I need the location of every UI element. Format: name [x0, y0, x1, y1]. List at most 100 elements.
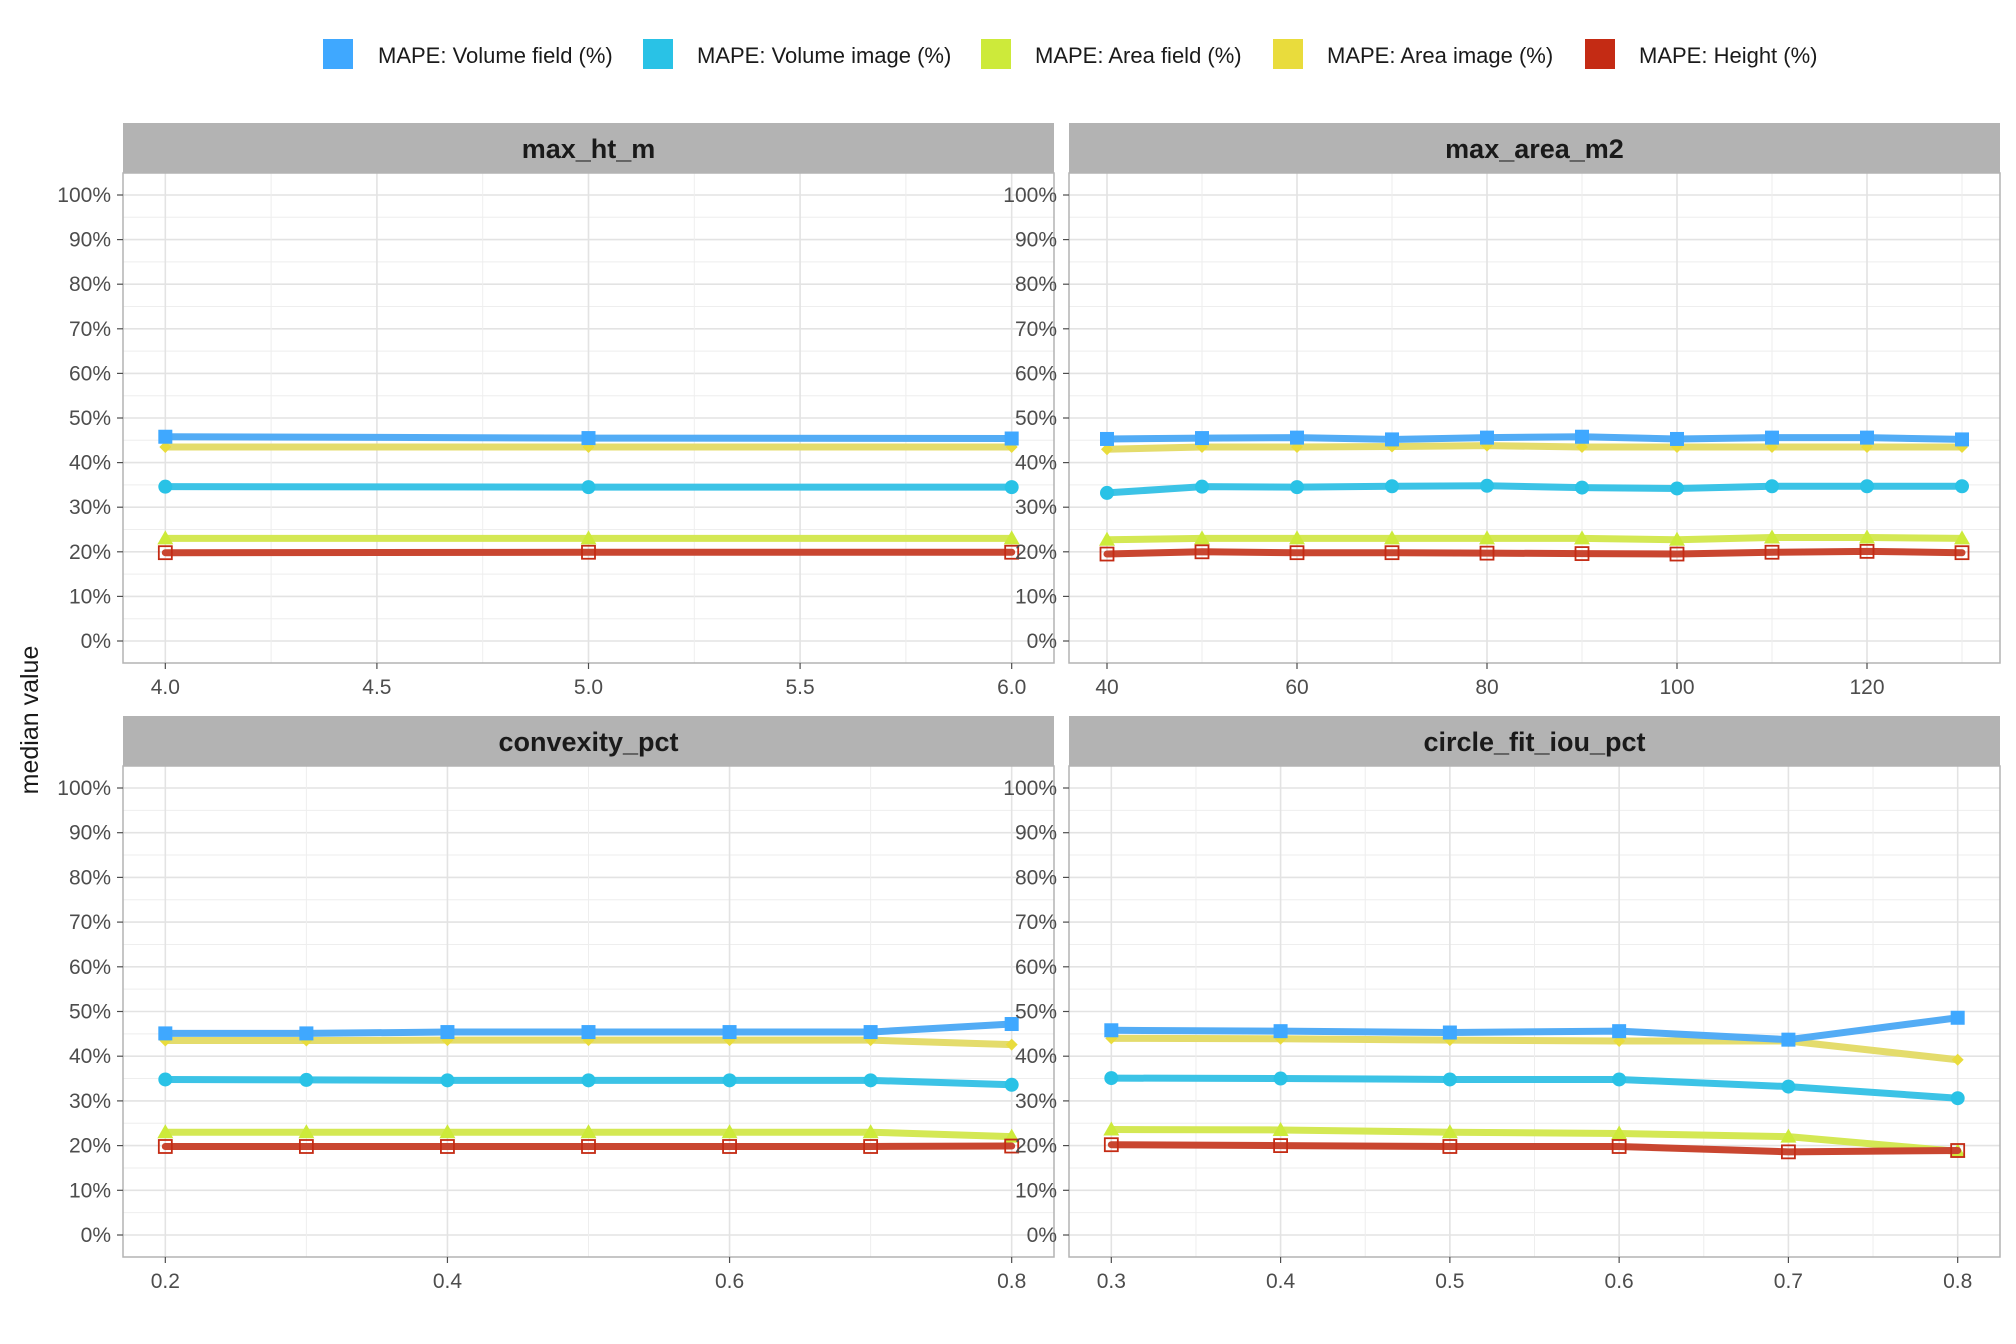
data-point [581, 1139, 596, 1154]
data-point [1384, 545, 1400, 561]
data-point [1860, 430, 1874, 445]
data-point [1005, 1038, 1018, 1051]
data-point [581, 1025, 596, 1040]
data-point [863, 1073, 878, 1088]
legend-item-height: MAPE: Height (%) [1585, 39, 1818, 69]
data-point [157, 530, 174, 545]
x-tick-label: 4.0 [151, 676, 180, 699]
y-tick-label: 70% [69, 911, 111, 934]
panel-strip [123, 716, 1054, 766]
data-point [1194, 544, 1210, 560]
data-point [1954, 545, 1970, 561]
legend-label: MAPE: Area image (%) [1327, 43, 1553, 68]
y-tick-label: 90% [69, 229, 111, 252]
data-point [581, 431, 596, 446]
data-point [158, 1026, 173, 1041]
data-point [1099, 531, 1115, 546]
data-point [157, 545, 173, 561]
y-tick-label: 10% [69, 1179, 111, 1202]
x-tick-label: 0.4 [1266, 1270, 1296, 1293]
data-point [1272, 1121, 1289, 1136]
data-point [1099, 546, 1115, 562]
data-point [1669, 546, 1685, 562]
data-point [440, 1073, 455, 1088]
grid [123, 766, 1054, 1257]
series-vol-image [158, 479, 1019, 495]
x-tick-label: 0.8 [997, 1270, 1026, 1293]
legend-key-vol-image [643, 39, 673, 69]
x-tick-label: 5.5 [785, 676, 814, 699]
x-tick-label: 80 [1475, 676, 1498, 699]
series-vol-field [158, 1017, 1019, 1041]
data-point [1669, 531, 1685, 546]
data-point [158, 1072, 173, 1087]
data-point [1575, 480, 1589, 495]
series-line [1107, 1074, 1962, 1102]
data-point [1004, 1077, 1019, 1092]
data-point [1574, 530, 1590, 545]
y-tick-label: 60% [69, 362, 111, 385]
data-point [1781, 1079, 1796, 1094]
data-point [1950, 1091, 1965, 1106]
y-tick-label: 40% [69, 1045, 111, 1068]
series-vol-field [158, 429, 1019, 446]
x-tick-label: 40 [1095, 676, 1118, 699]
y-tick-label: 60% [1015, 362, 1057, 385]
panel-title: max_ht_m [522, 134, 656, 164]
y-tick-label: 30% [69, 496, 111, 519]
y-tick-label: 40% [1015, 1045, 1057, 1068]
data-point [440, 1025, 455, 1040]
data-point [1003, 530, 1020, 545]
data-point [1480, 430, 1494, 445]
y-tick-label: 80% [1015, 866, 1057, 889]
data-point [862, 1124, 879, 1139]
data-point [1951, 1053, 1964, 1066]
y-tick-label: 100% [57, 184, 111, 207]
data-point [1103, 1121, 1120, 1136]
data-point [1273, 1071, 1288, 1086]
data-point [1290, 480, 1304, 495]
legend-key-area-image [1273, 39, 1303, 69]
x-tick-label: 0.2 [151, 1270, 180, 1293]
data-point [722, 1139, 737, 1154]
data-point [581, 544, 596, 560]
panel-title: circle_fit_iou_pct [1423, 727, 1645, 757]
panel-max-ht-m: max_ht_m 0% 10% 20% 30% 40% 50% 60% 70% 80% 90% 100… [57, 123, 1055, 699]
data-point [158, 429, 173, 444]
data-point [1385, 479, 1399, 494]
data-point [1273, 1024, 1288, 1039]
y-tick-label: 40% [69, 452, 111, 475]
data-point [157, 1124, 174, 1139]
data-point [1765, 479, 1779, 494]
data-point [1442, 1025, 1457, 1040]
data-point [1480, 478, 1494, 493]
y-tick-label: 70% [1015, 318, 1057, 341]
x-tick-label: 0.8 [1943, 1270, 1972, 1293]
x-tick-label: 100 [1659, 676, 1694, 699]
x-tick-label: 60 [1285, 676, 1308, 699]
legend-key-vol-field [323, 39, 353, 69]
legend-label: MAPE: Height (%) [1639, 43, 1818, 68]
y-tick-label: 70% [1015, 911, 1057, 934]
legend-item-area-field: MAPE: Area field (%) [981, 39, 1242, 69]
x-tick-label: 0.6 [715, 1270, 744, 1293]
x-tick-label: 0.5 [1435, 1270, 1464, 1293]
series-line [1103, 547, 1966, 558]
y-tick-label: 10% [1015, 1179, 1057, 1202]
data-point [1385, 432, 1399, 447]
data-point [1955, 479, 1969, 494]
x-tick-label: 6.0 [997, 676, 1026, 699]
series-line [1107, 1141, 1962, 1156]
y-tick-label: 80% [1015, 273, 1057, 296]
x-tick-label: 0.7 [1774, 1270, 1803, 1293]
data-point [1670, 431, 1684, 446]
legend-label: MAPE: Volume image (%) [697, 43, 951, 68]
data-point [580, 1124, 597, 1139]
y-tick-label: 20% [1015, 1135, 1057, 1158]
data-point [1950, 1010, 1965, 1025]
series-vol-image [1104, 1071, 1965, 1106]
y-tick-label: 20% [69, 1135, 111, 1158]
y-tick-label: 20% [1015, 541, 1057, 564]
y-tick-label: 0% [81, 630, 111, 653]
